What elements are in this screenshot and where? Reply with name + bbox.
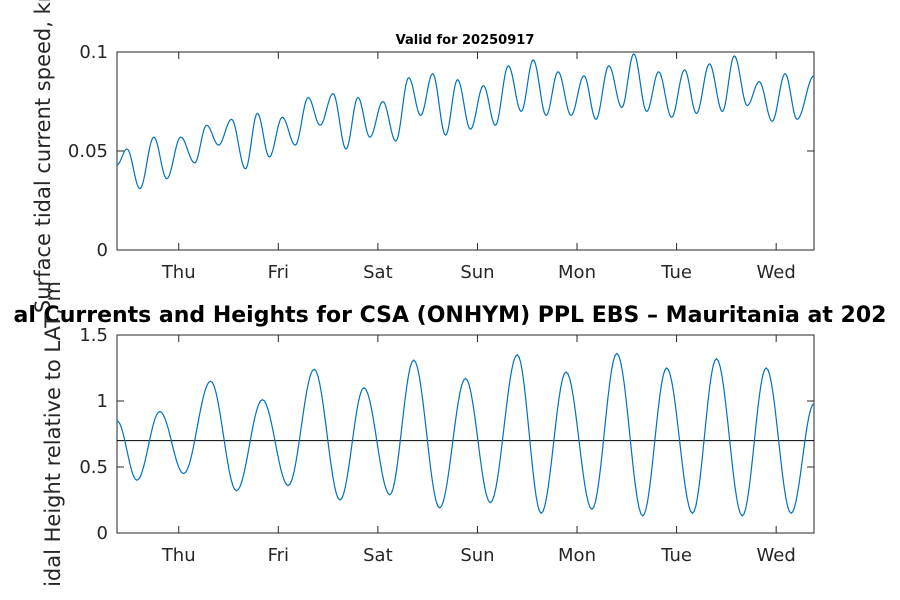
tidal-height-x-tick-label: Sun [460,545,494,566]
current-speed-title: Valid for 20250917 [396,33,535,48]
tidal-height-y-tick-label: 1.5 [79,325,108,346]
current-speed-x-tick-label: Thu [161,262,196,283]
current-speed-axes-box [116,51,815,251]
tidal-height-x-tick-label: Wed [757,545,796,566]
tidal-height-y-tick-label: 0 [97,523,108,544]
tidal-height-plot: 0 0.5 1 1.5 Thu Fri Sat Sun Mon Tue Wed al Curren… [14,281,887,587]
current-speed-x-tick-label: Sun [460,262,494,283]
tidal-height-x-tick-label: Sat [363,545,393,566]
tidal-height-y-ticks: 0 0.5 1 1.5 [79,325,814,544]
tidal-height-y-tick-label: 1 [97,391,108,412]
current-speed-plot: 0 0.05 0.1 Thu Fri Sat Sun Mon Tue Wed Valid for… [31,0,815,313]
current-speed-y-tick-label: 0 [97,240,108,261]
tidal-height-series-line [116,352,815,517]
tidal-height-x-tick-label: Fri [268,545,289,566]
current-speed-y-ticks: 0 0.05 0.1 [68,42,814,261]
tidal-height-x-ticks: Thu Fri Sat Sun Mon Tue Wed [161,335,796,566]
current-speed-x-ticks: Thu Fri Sat Sun Mon Tue Wed [161,52,796,283]
tidal-height-y-tick-label: 0.5 [79,457,108,478]
current-speed-x-tick-label: Sat [363,262,393,283]
current-speed-series-line [116,53,815,190]
current-speed-x-tick-label: Wed [757,262,796,283]
tidal-height-axes-box [116,334,815,534]
tidal-height-x-tick-label: Mon [558,545,596,566]
current-speed-y-axis-label: Surface tidal current speed, kn [31,0,55,313]
main-chart-title: al Currents and Heights for CSA (ONHYM) … [14,303,887,328]
current-speed-x-tick-label: Tue [660,262,692,283]
tidal-height-x-tick-label: Thu [161,545,196,566]
current-speed-x-tick-label: Fri [268,262,289,283]
current-speed-x-tick-label: Mon [558,262,596,283]
tidal-height-x-tick-label: Tue [660,545,692,566]
tidal-height-y-axis-label: idal Height relative to LAT, m [41,281,65,587]
current-speed-y-tick-label: 0.05 [68,141,108,162]
current-speed-y-tick-label: 0.1 [79,42,108,63]
